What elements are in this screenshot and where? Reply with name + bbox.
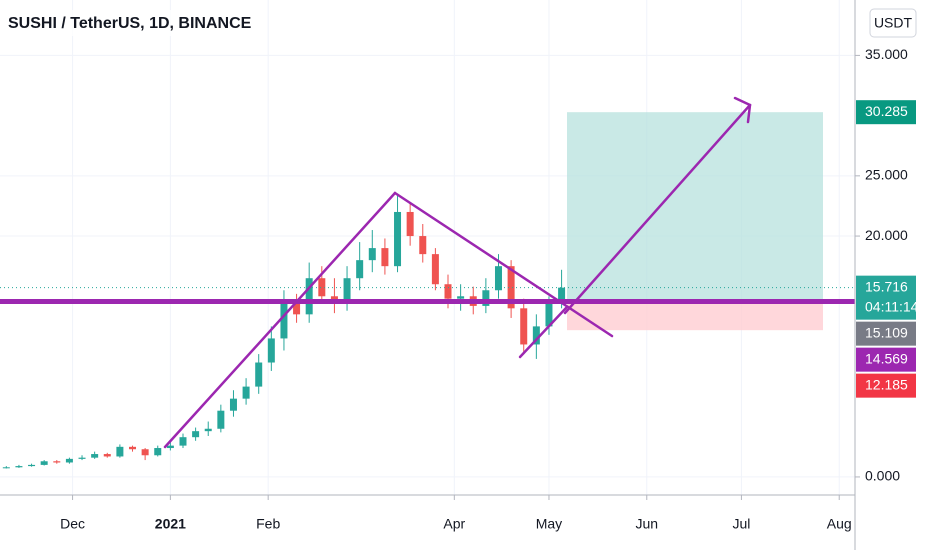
countdown-label: 04:11:14 [865, 298, 919, 314]
candle-body [267, 338, 275, 363]
candle-body [381, 248, 389, 267]
candle-body [419, 236, 427, 255]
candle-body [507, 266, 515, 309]
title-bg [0, 10, 260, 36]
x-tick-label: 2021 [155, 516, 186, 532]
candle-body [532, 326, 540, 345]
candle-body [394, 211, 402, 267]
price-label: 15.716 [865, 278, 908, 294]
candle-body [356, 260, 364, 279]
candle-body [116, 446, 124, 457]
candle-body [520, 308, 528, 345]
candle-body [192, 431, 200, 438]
candle-body [129, 446, 137, 450]
x-tick-label: Jul [732, 516, 750, 532]
candle-body [444, 284, 452, 299]
candle-body [28, 464, 36, 467]
trend-line [163, 191, 397, 449]
target-zone [567, 112, 823, 302]
x-tick-label: Jun [635, 516, 658, 532]
candle-body [15, 466, 23, 468]
candle-body [305, 278, 313, 315]
x-tick-label: Aug [827, 516, 852, 532]
candle-body [280, 302, 288, 339]
trend-line [563, 103, 752, 315]
candle-body [229, 398, 237, 411]
candle-body [255, 362, 263, 387]
candle-body [40, 461, 48, 465]
y-tick-label: 35.000 [865, 46, 908, 62]
price-label-bg [856, 347, 916, 372]
candle-body [103, 454, 111, 457]
candle-body [558, 287, 566, 303]
x-tick-label: Apr [443, 516, 465, 532]
candle-body [2, 467, 10, 469]
currency-button[interactable] [869, 8, 917, 38]
candle-body [293, 302, 301, 315]
x-tick-label: May [536, 516, 562, 532]
arrow-head [733, 96, 752, 124]
candle-body [53, 461, 61, 463]
y-tick-label: 25.000 [865, 167, 908, 183]
currency-label[interactable]: USDT [874, 15, 913, 31]
candle-body [166, 445, 174, 449]
candle-body [431, 254, 439, 285]
price-label: 12.185 [865, 376, 908, 392]
price-label: 30.285 [865, 103, 908, 119]
y-tick-label: 20.000 [865, 227, 908, 243]
trend-line [393, 191, 614, 338]
x-tick-label: Feb [256, 516, 280, 532]
price-label-bg [856, 373, 916, 398]
price-label: 15.109 [865, 324, 908, 340]
trend-line [518, 306, 568, 359]
stop-zone [567, 301, 823, 331]
price-label-bg [856, 321, 916, 346]
candle-body [217, 410, 225, 429]
price-label-bg [856, 100, 916, 125]
candle-body [65, 458, 73, 463]
candle-body [406, 211, 414, 237]
candle-body [242, 386, 250, 399]
candle-body [78, 457, 86, 459]
price-label-bg [856, 275, 916, 320]
candle-body [204, 428, 212, 432]
chart-title: SUSHI / TetherUS, 1D, BINANCE [8, 15, 252, 32]
candle-body [545, 302, 553, 327]
candle-body [179, 437, 187, 446]
candle-body [343, 278, 351, 303]
x-tick-label: Dec [60, 516, 85, 532]
candle-body [91, 454, 99, 458]
candle-body [368, 248, 376, 261]
y-tick-label: 0.000 [865, 468, 900, 484]
candle-body [482, 290, 490, 306]
candle-body [457, 296, 465, 299]
price-label: 14.569 [865, 350, 908, 366]
candle-body [141, 449, 149, 456]
candle-body [318, 278, 326, 297]
candle-body [494, 266, 502, 291]
candle-body [154, 448, 162, 456]
